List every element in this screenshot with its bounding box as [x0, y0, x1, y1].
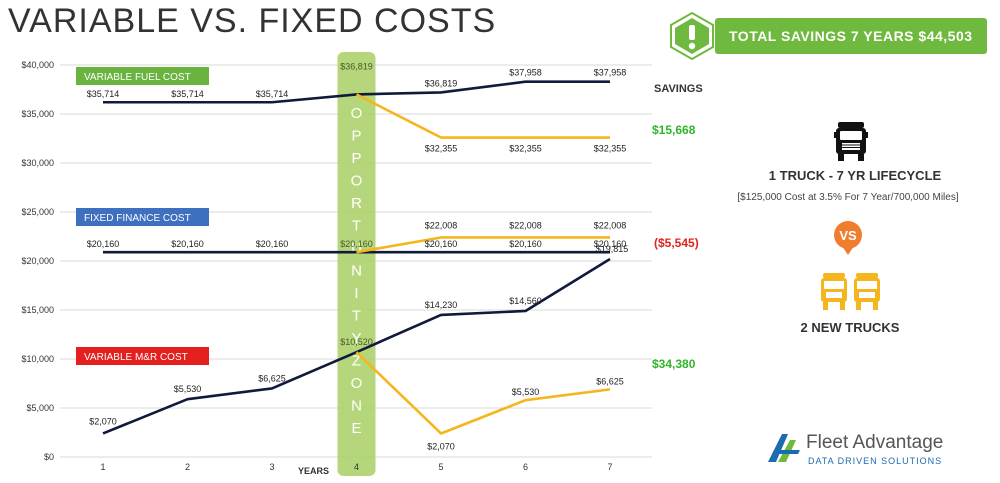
- y-tick-label: $20,000: [21, 256, 54, 266]
- savings-header: SAVINGS: [654, 83, 703, 95]
- data-label-new: $6,625: [596, 376, 624, 386]
- opportunity-zone-letter: N: [351, 263, 362, 280]
- mr-savings-value: $34,380: [652, 357, 696, 371]
- two-trucks-icon: [821, 273, 880, 310]
- total-savings-text: TOTAL SAVINGS 7 YEARS $44,503: [729, 28, 973, 44]
- data-label-current: $14,560: [509, 296, 542, 306]
- data-label-new: $22,008: [594, 220, 627, 230]
- data-label-current: $10,520: [340, 337, 373, 347]
- opportunity-zone-letter: O: [351, 173, 363, 190]
- one-truck-label: 1 TRUCK - 7 YR LIFECYCLE: [768, 168, 942, 183]
- opportunity-zone-letter: Y: [351, 330, 361, 347]
- data-label-current: $36,819: [425, 78, 458, 88]
- data-label-new: $32,355: [509, 144, 542, 154]
- x-tick-label: 2: [185, 462, 190, 472]
- total-savings-banner: TOTAL SAVINGS 7 YEARS $44,503: [715, 18, 987, 54]
- data-label-current: $14,230: [425, 300, 458, 310]
- data-label-current: $35,714: [256, 89, 289, 99]
- data-label-current: $35,714: [87, 89, 120, 99]
- data-label-current: $20,160: [171, 239, 204, 249]
- data-label-current: $20,160: [594, 239, 627, 249]
- x-tick-label: 6: [523, 462, 528, 472]
- data-label-current: $19,815: [596, 244, 629, 254]
- x-tick-label: 4: [354, 462, 359, 472]
- series-label-box: [76, 208, 209, 226]
- one-truck-detail: [$125,000 Cost at 3.5% For 7 Year/700,00…: [737, 192, 959, 203]
- opportunity-zone-letter: T: [352, 218, 361, 235]
- y-tick-label: $5,000: [26, 403, 54, 413]
- y-tick-label: $10,000: [21, 354, 54, 364]
- series-label-text: VARIABLE FUEL COST: [84, 72, 191, 83]
- x-tick-label: 5: [438, 462, 443, 472]
- x-tick-label: 7: [607, 462, 612, 472]
- opportunity-zone-letter: Z: [352, 353, 361, 370]
- y-tick-label: $15,000: [21, 305, 54, 315]
- y-tick-label: $35,000: [21, 109, 54, 119]
- opportunity-zone-letter: O: [351, 375, 363, 392]
- data-label-current: $37,958: [594, 68, 627, 78]
- series-label-text: FIXED FINANCE COST: [84, 213, 191, 224]
- opportunity-zone-letter: N: [351, 398, 362, 415]
- x-axis-label: YEARS: [298, 466, 329, 476]
- opportunity-zone-letter: P: [351, 128, 361, 145]
- opportunity-zone-letter: R: [351, 195, 362, 212]
- data-label-current: $20,160: [425, 239, 458, 249]
- series-line-new: [355, 351, 611, 435]
- logo-tagline: DATA DRIVEN SOLUTIONS: [808, 456, 943, 466]
- fleet-advantage-logo-icon: [768, 434, 800, 462]
- data-label-new: $2,070: [427, 441, 455, 451]
- logo-name: Fleet Advantage: [806, 432, 944, 453]
- chart-title: VARIABLE VS. FIXED COSTS: [8, 2, 497, 40]
- data-label-current: $36,819: [340, 61, 373, 71]
- data-label-new: $22,008: [509, 220, 542, 230]
- data-label-current: $20,160: [340, 239, 373, 249]
- data-label-new: $32,355: [425, 144, 458, 154]
- data-label-new: $32,355: [594, 144, 627, 154]
- series-label-box: [76, 67, 209, 85]
- x-tick-label: 3: [269, 462, 274, 472]
- data-label-current: $2,070: [89, 416, 117, 426]
- data-label-current: $20,160: [87, 239, 120, 249]
- data-label-current: $35,714: [171, 89, 204, 99]
- series-line-new: [356, 236, 610, 254]
- alert-icon: [670, 12, 714, 60]
- two-trucks-label: 2 NEW TRUCKS: [800, 320, 900, 335]
- opportunity-zone-letter: O: [351, 105, 363, 122]
- x-tick-label: 1: [100, 462, 105, 472]
- data-label-new: $22,008: [425, 220, 458, 230]
- opportunity-zone-letter: I: [354, 285, 358, 302]
- data-label-current: $37,958: [509, 68, 542, 78]
- data-label-current: $6,625: [258, 373, 286, 383]
- data-label-current: $20,160: [509, 239, 542, 249]
- y-tick-label: $30,000: [21, 158, 54, 168]
- opportunity-zone-letter: U: [351, 240, 362, 257]
- fuel-savings-value: $15,668: [652, 123, 696, 137]
- y-tick-label: $40,000: [21, 60, 54, 70]
- data-label-new: $5,530: [512, 387, 540, 397]
- opportunity-zone-letter: P: [351, 150, 361, 167]
- vs-text: VS: [839, 228, 857, 243]
- data-label-current: $20,160: [256, 239, 289, 249]
- series-label-box: [76, 347, 209, 365]
- opportunity-zone-band: [337, 52, 376, 476]
- y-tick-label: $25,000: [21, 207, 54, 217]
- opportunity-zone-letter: E: [351, 420, 361, 437]
- series-label-text: VARIABLE M&R COST: [84, 352, 188, 363]
- series-line-new: [355, 93, 610, 139]
- opportunity-zone-letter: T: [352, 308, 361, 325]
- finance-savings-value: ($5,545): [654, 236, 699, 250]
- truck-icon: [834, 122, 868, 161]
- vs-badge: VS: [834, 221, 862, 255]
- data-label-current: $5,530: [174, 384, 202, 394]
- y-tick-label: $0: [44, 452, 54, 462]
